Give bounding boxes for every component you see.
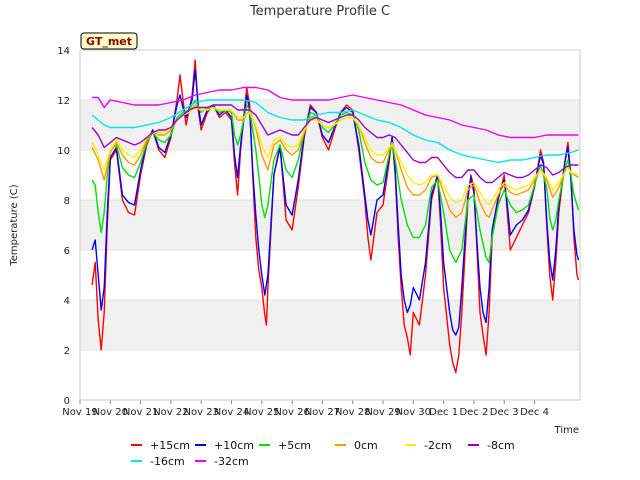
series-line--8cm: [91, 104, 579, 184]
y-axis-label: Temperature (C): [9, 184, 20, 266]
legend-entry: -8cm: [487, 439, 515, 452]
legend-entry: +5cm: [278, 439, 311, 452]
legend-entry: -2cm: [424, 439, 452, 452]
y-tick-label: 8: [64, 196, 70, 207]
x-tick-label: Nov 25: [244, 407, 279, 418]
y-tick-label: 14: [57, 46, 70, 57]
x-tick-label: Dec 4: [520, 407, 549, 418]
legend-entry: +10cm: [214, 439, 254, 452]
y-tick-label: 12: [57, 96, 70, 107]
x-tick-label: Dec 1: [429, 407, 458, 418]
x-tick-label: Nov 28: [335, 407, 370, 418]
grid-band: [80, 200, 580, 250]
y-tick-label: 0: [64, 396, 70, 407]
x-tick-label: Nov 23: [184, 407, 219, 418]
legend-entry: -16cm: [150, 455, 185, 468]
x-axis-label: Time: [554, 425, 579, 436]
series-line--32cm: [92, 86, 579, 139]
x-tick-label: Nov 24: [214, 407, 249, 418]
x-tick-label: Dec 3: [490, 407, 519, 418]
y-tick-label: 4: [64, 296, 70, 307]
legend-entry: -32cm: [214, 455, 249, 468]
chart-title: Temperature Profile C: [249, 4, 390, 19]
y-tick-label: 2: [64, 346, 70, 357]
x-tick-label: Nov 20: [93, 407, 128, 418]
series-lines: [91, 59, 580, 374]
x-tick-label: Dec 2: [459, 407, 488, 418]
legend-entry: 0cm: [354, 439, 378, 452]
badge-text: GT_met: [86, 35, 132, 48]
x-tick-label: Nov 26: [274, 407, 309, 418]
y-tick-label: 6: [64, 246, 70, 257]
grid-band: [80, 100, 580, 150]
series-line--16cm: [91, 99, 579, 164]
x-tick-label: Nov 29: [365, 407, 400, 418]
y-tick-label: 10: [57, 146, 70, 157]
plot-frame: [79, 49, 581, 401]
legend-entry: +15cm: [150, 439, 190, 452]
legend: +15cm +10cm +5cm 0cm -2cm -8cm -16cm -32cm: [131, 439, 515, 468]
gt-met-badge: GT_met: [80, 32, 138, 50]
x-tick-label: Nov 21: [123, 407, 158, 418]
x-tick-label: Nov 27: [305, 407, 340, 418]
series-line-+5cm: [91, 99, 580, 264]
x-tick-label: Nov 30: [396, 407, 431, 418]
x-tick-label: Nov 19: [62, 407, 97, 418]
grid-band: [80, 300, 580, 350]
x-tick-label: Nov 22: [153, 407, 188, 418]
